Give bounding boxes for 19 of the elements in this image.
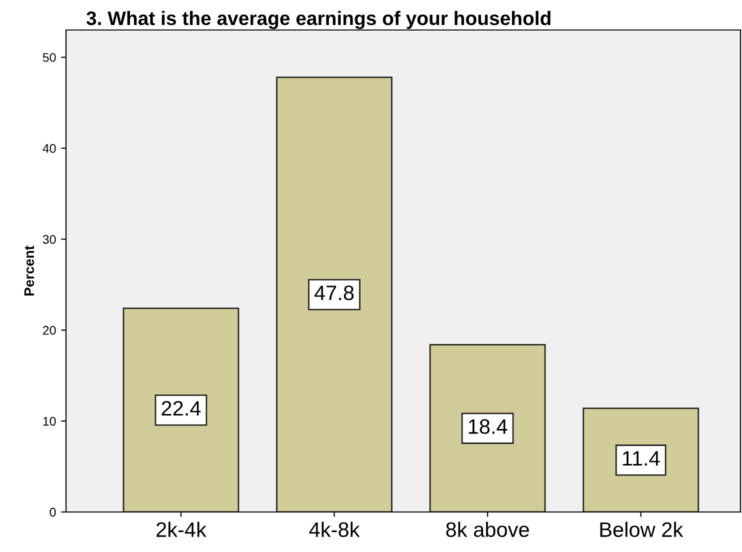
data-label: 11.4 bbox=[622, 451, 660, 466]
y-tick-label: 40 bbox=[42, 144, 56, 153]
x-tick-label: 8k above bbox=[446, 522, 529, 538]
y-tick-label: 10 bbox=[43, 416, 56, 426]
x-tick-label: 4k-8k bbox=[309, 522, 360, 538]
chart-title: 3. What is the average earnings of your household bbox=[86, 10, 550, 30]
data-label: 47.8 bbox=[314, 285, 354, 300]
y-tick-label: 20 bbox=[43, 326, 56, 335]
y-tick-label: 0 bbox=[50, 508, 56, 517]
bar bbox=[276, 76, 392, 512]
bar bbox=[122, 308, 240, 512]
y-axis-title: Percent bbox=[24, 246, 34, 296]
data-label: 22.4 bbox=[162, 400, 201, 416]
data-label: 18.4 bbox=[468, 419, 508, 434]
x-tick-label: 2k-4k bbox=[156, 522, 206, 537]
y-tick-label: 50 bbox=[42, 53, 56, 62]
x-tick-label: Below 2k bbox=[600, 522, 684, 538]
bar bbox=[429, 344, 546, 512]
y-tick-label: 30 bbox=[42, 234, 56, 244]
